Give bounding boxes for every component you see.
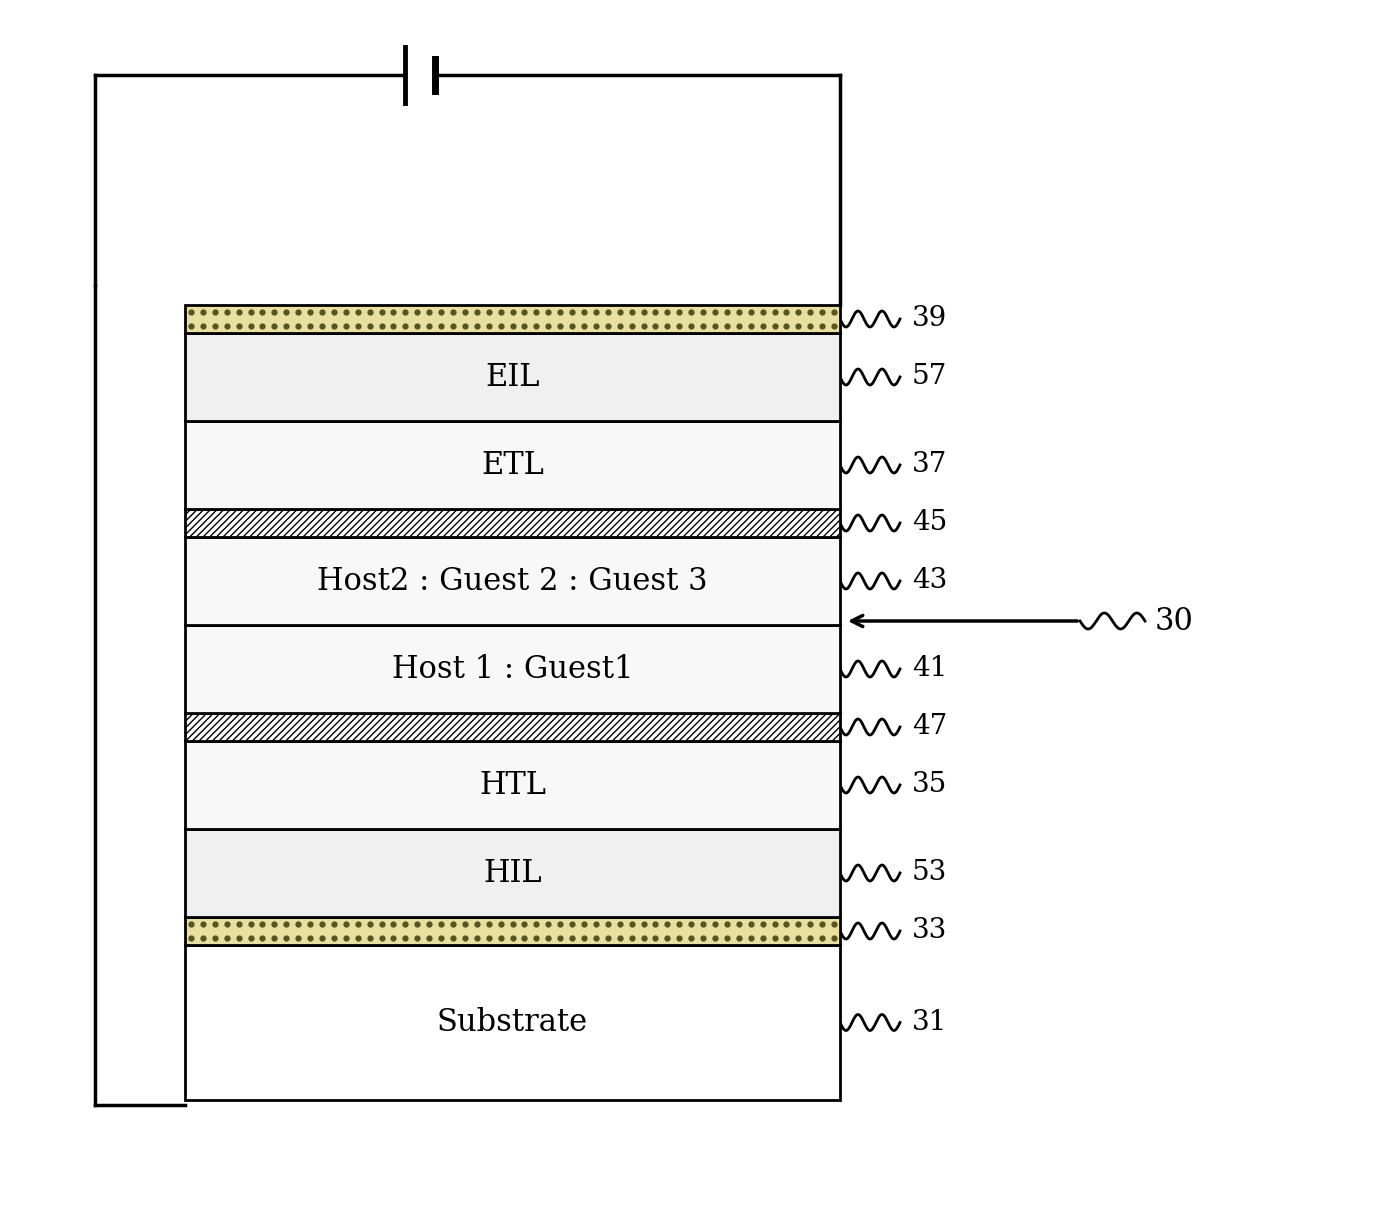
Bar (185, 305, 839, 333)
Text: 47: 47 (911, 713, 947, 740)
Text: 57: 57 (911, 364, 947, 391)
Text: ETL: ETL (481, 449, 544, 481)
Text: 33: 33 (911, 918, 947, 944)
Text: 39: 39 (911, 305, 947, 332)
Bar (185, 509, 839, 537)
Bar (185, 713, 839, 741)
Text: 30: 30 (1155, 606, 1194, 636)
Bar (185, 944, 839, 1100)
Text: 45: 45 (911, 510, 947, 537)
Bar (185, 333, 839, 421)
Bar (185, 421, 839, 509)
Text: 31: 31 (911, 1009, 947, 1036)
Text: Host2 : Guest 2 : Guest 3: Host2 : Guest 2 : Guest 3 (317, 566, 708, 596)
Text: HTL: HTL (479, 769, 546, 801)
Text: 37: 37 (911, 452, 947, 478)
Text: EIL: EIL (485, 361, 539, 393)
Text: Host 1 : Guest1: Host 1 : Guest1 (391, 654, 633, 684)
Text: 41: 41 (911, 656, 947, 683)
Text: 53: 53 (911, 859, 947, 886)
Bar (185, 537, 839, 626)
Bar (185, 626, 839, 713)
Text: Substrate: Substrate (437, 1006, 588, 1038)
Bar (185, 916, 839, 944)
Text: 35: 35 (911, 772, 947, 798)
Text: 43: 43 (911, 567, 947, 594)
Bar (185, 829, 839, 916)
Text: HIL: HIL (483, 858, 542, 888)
Bar (185, 741, 839, 829)
